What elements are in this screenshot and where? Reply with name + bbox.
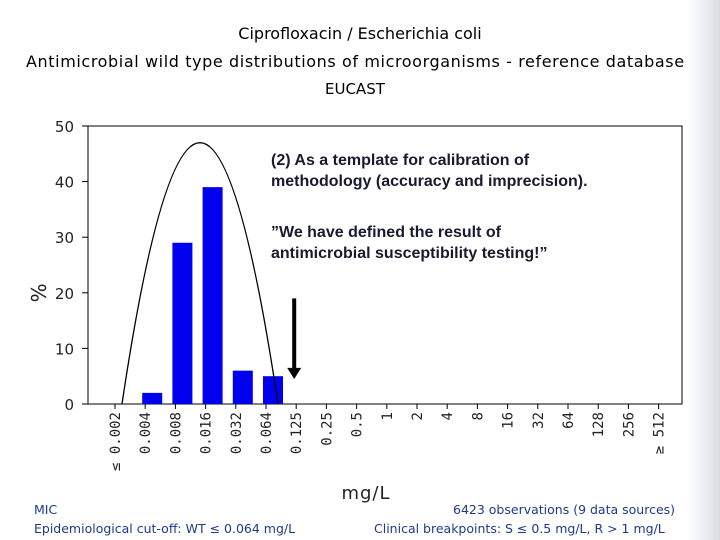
annotation-calibration: (2) As a template for calibration of met… [271,150,588,192]
y-tick-label: 10 [55,340,74,358]
wild-type-curve [121,142,279,405]
breakpoints-label: Clinical breakpoints: S ≤ 0.5 mg/L, R > … [374,521,665,536]
x-tick-label: 64 [561,412,577,429]
annotation-quote: ”We have defined the result of antimicro… [271,222,548,264]
x-tick-label: 1 [380,412,396,420]
x-tick-label: 8 [470,412,486,420]
x-tick-label: 128 [591,412,607,437]
x-tick-label: 2 [410,412,426,420]
bar [202,187,223,404]
x-tick-label: 4 [440,412,456,420]
x-tick-label: 16 [501,412,517,429]
bar [142,392,163,404]
annotation-line: (2) As a template for calibration of [271,152,530,169]
x-tick-label: 0.016 [199,412,215,454]
decorative-side-strip [688,0,720,540]
chart-source: EUCAST [325,80,385,98]
chart-subtitle: Antimicrobial wild type distributions of… [26,52,685,71]
x-tick-label: 0.004 [138,412,154,454]
observations-label: 6423 observations (9 data sources) [453,502,676,517]
mic-label: MIC [34,502,58,517]
x-tick-label: 0.125 [289,412,305,454]
x-tick-label: 0.008 [168,412,184,454]
bar [172,242,193,404]
ecoff-label: Epidemiological cut-off: WT ≤ 0.064 mg/L [34,521,296,536]
x-tick-label: 0.5 [350,412,366,437]
bar [263,376,283,404]
x-axis-label: mg/L [341,483,390,504]
y-tick-label: 0 [64,396,74,414]
chart-title: Ciprofloxacin / Escherichia coli [238,24,482,43]
y-tick-label: 30 [55,229,74,247]
annotation-line: methodology (accuracy and imprecision). [271,173,588,190]
annotation-line: antimicrobial susceptibility testing!” [271,245,548,262]
y-tick-label: 20 [55,285,74,303]
x-tick-label: ≤ 0.002 [108,412,124,471]
ecoff-arrow-head [287,367,302,379]
bar [232,370,253,404]
x-tick-label: 0.064 [259,412,275,454]
y-axis-label: % [27,283,51,302]
annotation-line: ”We have defined the result of [271,224,501,241]
y-tick-label: 50 [55,118,74,136]
plot-frame [87,125,683,405]
x-tick-label: 256 [621,412,637,437]
x-tick-label: 32 [531,412,547,429]
x-tick-label: ≥ 512 [652,412,668,454]
x-tick-label: 0.25 [319,412,335,446]
x-tick-label: 0.032 [229,412,245,454]
y-tick-label: 40 [55,174,74,192]
